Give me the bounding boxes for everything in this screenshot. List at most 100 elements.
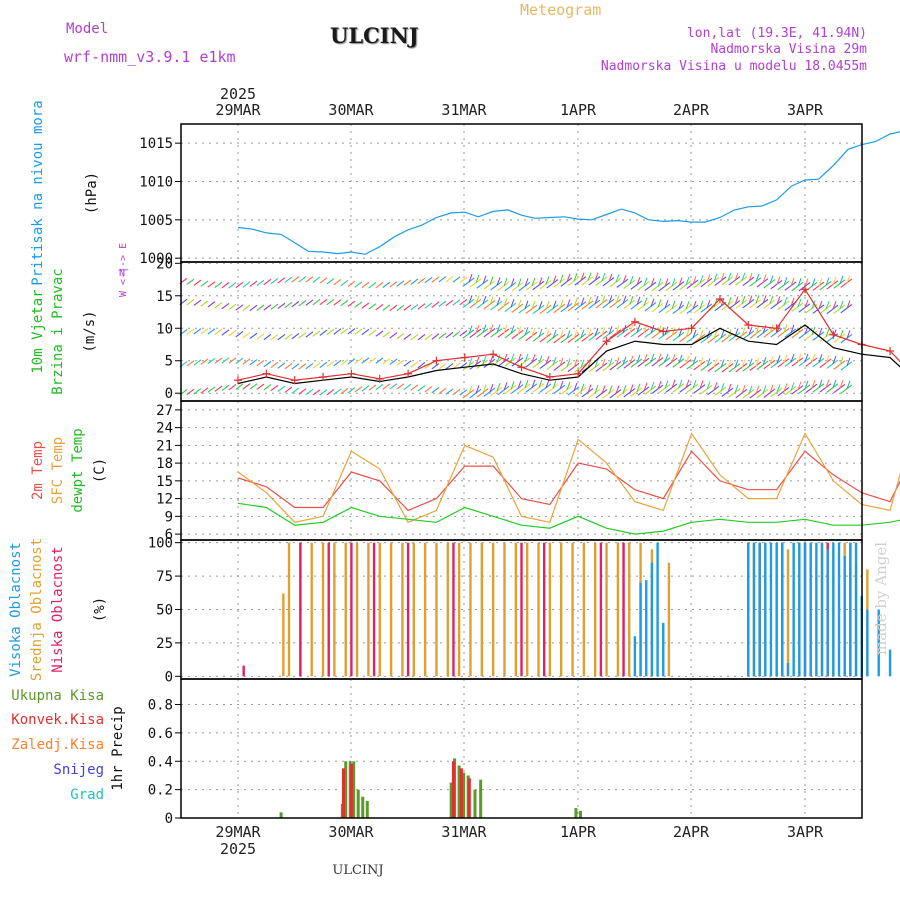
wind-barb-flag — [643, 277, 648, 286]
wind-barb-flag — [559, 330, 564, 339]
wind-barb — [819, 281, 832, 291]
wind-barb — [700, 277, 713, 288]
gust-marker — [602, 337, 611, 346]
wind-barb — [735, 362, 748, 373]
wind-barb — [200, 300, 209, 307]
wind-barb — [567, 362, 580, 373]
y-tick-label: 15 — [156, 289, 173, 305]
wind-barb-flag — [650, 324, 655, 334]
wind-barb — [693, 278, 706, 289]
wind-barb-flag — [580, 329, 585, 338]
wind-barb — [438, 332, 447, 340]
wind-barb — [242, 358, 251, 365]
wind-barb-flag — [790, 324, 795, 334]
wind-barb-flag — [846, 274, 851, 284]
y-tick-label: 1010 — [139, 175, 173, 191]
wind-barb-flag — [685, 329, 690, 338]
wind-barb-flag — [755, 295, 760, 304]
wind-barb — [186, 328, 195, 335]
wind-barb-flag — [608, 326, 613, 335]
wind-barb — [333, 299, 342, 306]
wind-barb — [228, 282, 237, 289]
wind-barb — [221, 302, 230, 310]
gust-marker — [886, 346, 895, 355]
wind-barb — [298, 388, 307, 395]
gust-marker — [290, 376, 299, 385]
wind-barb-flag — [650, 278, 655, 287]
wind-barb-flag — [496, 277, 501, 286]
wind-barb — [284, 276, 293, 283]
wind-barb — [497, 301, 510, 312]
wind-barb — [658, 357, 671, 367]
wind-barb — [742, 330, 755, 340]
wind-barb-flag — [496, 297, 501, 306]
bottom-tick-label: 31MAR — [441, 823, 487, 841]
wind-barb-flag — [615, 325, 620, 334]
wind-barb — [595, 276, 608, 286]
wind-barb-flag — [608, 385, 613, 394]
wind-barb — [826, 359, 839, 369]
wind-barb-flag — [678, 354, 683, 364]
wind-barb-flag — [601, 272, 606, 282]
wind-barb — [840, 278, 853, 288]
wind-barb-flag — [769, 324, 774, 333]
bar-visoka-oblacnost — [769, 542, 773, 677]
wind-barb — [511, 282, 524, 292]
bar-niska-oblacnost — [622, 542, 625, 677]
axis-label-ylabel: 1hr Precip — [110, 706, 126, 790]
wind-barb — [784, 386, 797, 396]
wind-barb-flag — [552, 356, 557, 366]
panel-frame — [180, 678, 863, 819]
wind-barb — [700, 303, 713, 313]
wind-barb-flag — [629, 324, 634, 333]
y-tick-label: 25 — [156, 636, 173, 652]
bar-srednja-oblacnost — [667, 562, 671, 677]
wind-barb — [200, 328, 209, 335]
wind-barb — [424, 276, 433, 284]
wind-barb — [431, 386, 440, 394]
bar-srednja-oblacnost — [321, 542, 325, 677]
wind-barb — [207, 328, 216, 335]
panel-frame — [180, 123, 863, 263]
wind-barb — [574, 276, 587, 286]
gust-marker — [574, 369, 583, 378]
wind-barb — [721, 387, 734, 397]
bar-srednja-oblacnost — [287, 542, 291, 677]
wind-barb — [637, 281, 650, 291]
wind-barb — [644, 302, 657, 312]
wind-barb-flag — [482, 324, 487, 333]
wind-barb-flag — [587, 359, 592, 368]
wind-barb-flag — [538, 277, 543, 286]
bar-srednja-oblacnost — [367, 542, 370, 677]
wind-barb-flag — [818, 277, 823, 287]
wind-barb — [784, 328, 797, 338]
wind-barb — [665, 383, 678, 393]
wind-barb-flag — [524, 353, 529, 363]
bar-srednja-oblacnost — [605, 542, 608, 677]
axis-label-ylabel: 10m Vjetar — [30, 289, 46, 373]
wind-barb — [270, 303, 279, 310]
bar-visoka-oblacnost — [650, 562, 654, 677]
wind-barb — [728, 363, 741, 373]
wind-barb — [340, 299, 349, 307]
wind-barb — [228, 303, 237, 311]
wind-barb-flag — [804, 353, 809, 362]
wind-barb-flag — [664, 380, 669, 389]
wind-barb-flag — [643, 382, 648, 392]
bar-srednja-oblacnost — [457, 542, 461, 677]
top-tick-label: 2APR — [673, 101, 710, 119]
bar-ukupna-kisa — [574, 808, 578, 818]
wind-barb-flag — [790, 277, 795, 287]
wind-barb — [651, 357, 664, 367]
bar-ukupna-kisa — [479, 779, 483, 818]
bar-srednja-oblacnost — [282, 593, 285, 677]
wind-barb — [298, 363, 307, 370]
wind-barb — [284, 363, 293, 370]
wind-barb — [525, 281, 538, 291]
wind-barb-flag — [832, 301, 837, 310]
bar-srednja-oblacnost — [401, 542, 404, 677]
y-tick-label: 15 — [156, 474, 173, 490]
wind-barb — [221, 282, 230, 289]
wind-barb — [368, 303, 377, 310]
wind-barb — [532, 332, 545, 342]
